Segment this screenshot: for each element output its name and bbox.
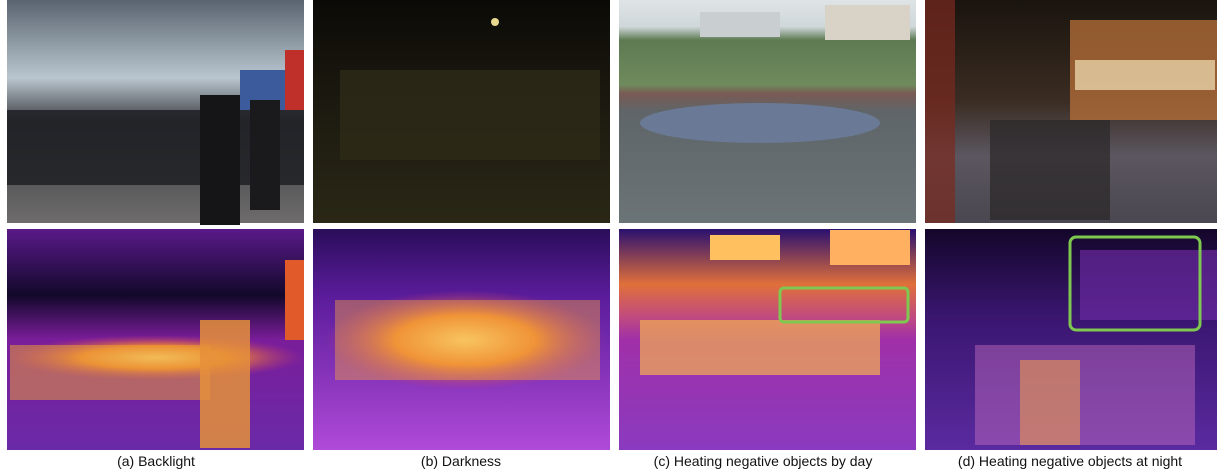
panel-caption: (b) Darkness <box>421 453 501 469</box>
thermal-night-street <box>925 229 1217 450</box>
panel-caption: (a) Backlight <box>117 453 195 469</box>
thermal-day-field <box>619 229 916 450</box>
panel-caption: (d) Heating negative objects at night <box>958 453 1182 469</box>
thermal-darkness <box>313 229 610 450</box>
panel-caption: (c) Heating negative objects by day <box>654 453 873 469</box>
photo-backlight <box>7 0 304 225</box>
thermal-backlight <box>7 229 304 450</box>
photo-darkness <box>313 0 610 223</box>
photo-day-field <box>619 0 916 223</box>
photo-night-street <box>925 0 1217 223</box>
captions: (a) Backlight (b) Darkness (c) Heating neg… <box>117 453 1182 469</box>
